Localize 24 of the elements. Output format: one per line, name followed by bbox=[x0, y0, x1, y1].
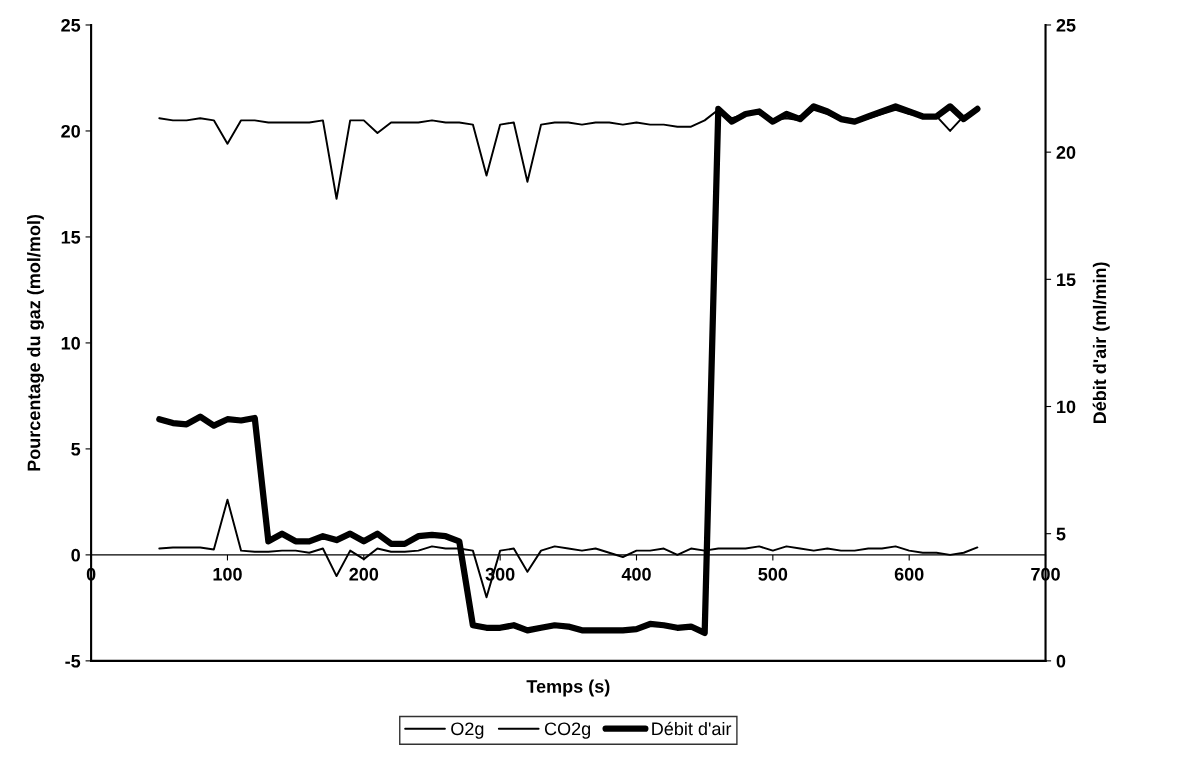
y-tick-label: 5 bbox=[71, 443, 81, 456]
x-tick-label: 200 bbox=[349, 567, 379, 581]
x-axis-title: Temps (s) bbox=[526, 679, 610, 697]
x-tick-label: 100 bbox=[213, 567, 242, 581]
y-tick-label: 25 bbox=[61, 18, 81, 32]
x-tick-label: 600 bbox=[894, 567, 924, 581]
y2-tick-label: 25 bbox=[1056, 18, 1076, 32]
legend-label: Débit d'air bbox=[652, 721, 732, 736]
y-tick-label: 0 bbox=[71, 548, 80, 562]
legend-label: O2g bbox=[451, 722, 484, 739]
legend-label: CO2g bbox=[544, 722, 591, 739]
y-axis-title: Pourcentage du gaz (mol/mol) bbox=[27, 214, 44, 471]
y2-tick-label: 10 bbox=[1057, 400, 1076, 414]
x-tick-label: 400 bbox=[621, 567, 651, 581]
y2-tick-label: 0 bbox=[1056, 654, 1066, 668]
x-tick-label: 500 bbox=[758, 567, 788, 581]
y2-tick-label: 5 bbox=[1056, 527, 1066, 541]
y-tick-label: 15 bbox=[61, 231, 81, 244]
y2-axis-title: Débit d'air (ml/min) bbox=[1092, 262, 1110, 424]
y-tick-label: -5 bbox=[65, 654, 81, 668]
y2-tick-label: 20 bbox=[1056, 146, 1076, 159]
y-tick-label: 10 bbox=[61, 336, 80, 350]
y2-tick-label: 15 bbox=[1057, 273, 1076, 287]
y-tick-label: 20 bbox=[61, 124, 80, 138]
